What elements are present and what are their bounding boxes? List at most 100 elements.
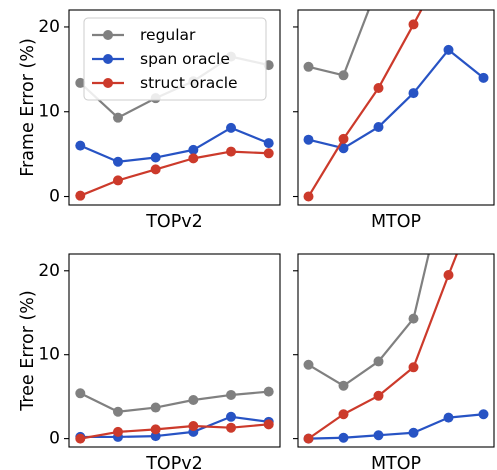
series-line-regular bbox=[79, 390, 270, 413]
data-point-span-oracle-1 bbox=[75, 140, 86, 151]
series-line-struct-oracle bbox=[307, 10, 423, 198]
legend: regular span oracle struct oracle bbox=[83, 17, 267, 101]
series-line-struct-oracle bbox=[79, 150, 270, 197]
y-axis-title-row-1: Frame Error (%) bbox=[18, 38, 38, 177]
data-point-regular-1 bbox=[303, 359, 314, 370]
data-point-struct-oracle-1 bbox=[303, 433, 314, 444]
data-point-regular-1 bbox=[303, 61, 314, 72]
data-point-struct-oracle-1 bbox=[75, 433, 86, 444]
data-point-regular-3 bbox=[150, 402, 161, 413]
data-point-struct-oracle-2 bbox=[112, 175, 123, 186]
data-point-struct-oracle-6 bbox=[263, 419, 274, 430]
data-point-span-oracle-2 bbox=[112, 156, 123, 167]
axes-frame bbox=[68, 9, 281, 206]
legend-marker-span-oracle bbox=[103, 54, 113, 64]
data-point-struct-oracle-4 bbox=[188, 153, 199, 164]
legend-label-struct-oracle: struct oracle bbox=[140, 74, 238, 92]
data-point-struct-oracle-5 bbox=[226, 422, 237, 433]
data-point-struct-oracle-4 bbox=[408, 19, 419, 30]
legend-label-regular: regular bbox=[140, 26, 196, 44]
x-axis-title-mtop: MTOP bbox=[371, 212, 421, 232]
y-tick-label-0: 0 bbox=[49, 187, 60, 207]
series-line-regular bbox=[307, 254, 430, 387]
x-axis-title-topv2: TOPv2 bbox=[145, 212, 203, 232]
data-point-span-oracle-4 bbox=[408, 88, 419, 99]
series-line-span-oracle bbox=[307, 413, 485, 440]
data-point-span-oracle-2 bbox=[338, 143, 349, 154]
legend-marker-regular bbox=[103, 30, 113, 40]
data-point-regular-2 bbox=[112, 406, 123, 417]
data-point-struct-oracle-4 bbox=[408, 362, 419, 373]
panel-frame-error-mtop: MTOP bbox=[293, 9, 495, 232]
data-point-regular-1 bbox=[75, 388, 86, 399]
data-point-regular-3 bbox=[373, 356, 384, 367]
axes-frame bbox=[68, 253, 281, 448]
data-point-span-oracle-5 bbox=[443, 44, 454, 55]
data-point-span-oracle-5 bbox=[226, 411, 237, 422]
series-line-regular bbox=[307, 10, 370, 77]
data-point-regular-2 bbox=[338, 380, 349, 391]
data-point-struct-oracle-2 bbox=[338, 409, 349, 420]
panel-tree-error-mtop: MTOP bbox=[293, 132, 495, 470]
data-point-regular-5 bbox=[226, 389, 237, 400]
series-line-struct-oracle bbox=[79, 423, 270, 440]
data-point-struct-oracle-1 bbox=[75, 190, 86, 201]
y-axis-title-row-2: Tree Error (%) bbox=[18, 290, 38, 412]
data-point-struct-oracle-2 bbox=[112, 426, 123, 437]
legend-entry-span-oracle: span oracle bbox=[92, 50, 230, 68]
series-line-span-oracle bbox=[307, 48, 485, 150]
axes-frame bbox=[297, 9, 495, 206]
y-tick-label-10: 10 bbox=[38, 345, 60, 365]
data-point-struct-oracle-1 bbox=[303, 191, 314, 202]
legend-marker-struct-oracle bbox=[103, 78, 113, 88]
x-axis-title-topv2: TOPv2 bbox=[145, 454, 203, 470]
data-point-regular-2 bbox=[112, 112, 123, 123]
plot-area bbox=[303, 132, 489, 444]
legend-box bbox=[83, 17, 267, 101]
data-point-span-oracle-6 bbox=[478, 72, 489, 83]
data-point-span-oracle-6 bbox=[478, 409, 489, 420]
data-point-span-oracle-4 bbox=[188, 144, 199, 155]
series-line-span-oracle bbox=[79, 415, 270, 439]
data-point-span-oracle-2 bbox=[338, 432, 349, 443]
data-point-struct-oracle-4 bbox=[188, 421, 199, 432]
data-point-span-oracle-4 bbox=[408, 427, 419, 438]
y-tick-label-10: 10 bbox=[38, 102, 60, 122]
axes-frame bbox=[297, 253, 495, 448]
y-tick-label-20: 20 bbox=[38, 261, 60, 281]
legend-label-span-oracle: span oracle bbox=[140, 50, 230, 68]
data-point-span-oracle-3 bbox=[373, 122, 384, 132]
series-line-span-oracle bbox=[79, 126, 270, 163]
data-point-struct-oracle-3 bbox=[150, 164, 161, 175]
data-point-span-oracle-3 bbox=[150, 152, 161, 163]
data-point-regular-5 bbox=[444, 165, 454, 175]
data-point-struct-oracle-2 bbox=[338, 133, 349, 144]
y-tick-label-20: 20 bbox=[38, 17, 60, 37]
x-axis-title-mtop: MTOP bbox=[371, 454, 421, 470]
data-point-regular-6 bbox=[263, 386, 274, 397]
data-point-span-oracle-3 bbox=[373, 430, 384, 441]
data-point-struct-oracle-3 bbox=[373, 390, 384, 401]
data-point-regular-4 bbox=[408, 313, 419, 324]
data-point-struct-oracle-3 bbox=[150, 424, 161, 435]
data-point-struct-oracle-5 bbox=[443, 269, 454, 280]
y-tick-label-0: 0 bbox=[49, 429, 60, 449]
legend-entry-regular: regular bbox=[92, 26, 196, 44]
plot-area bbox=[303, 10, 489, 202]
data-point-span-oracle-5 bbox=[226, 122, 237, 133]
data-point-span-oracle-1 bbox=[303, 134, 314, 145]
data-point-struct-oracle-6 bbox=[479, 182, 489, 192]
data-point-struct-oracle-3 bbox=[373, 83, 384, 93]
panel-tree-error-topv2: 0 10 20 TOPv2 bbox=[38, 253, 281, 470]
data-point-regular-6 bbox=[479, 132, 489, 142]
data-point-span-oracle-6 bbox=[263, 138, 274, 149]
legend-entry-struct-oracle: struct oracle bbox=[92, 74, 238, 92]
data-point-struct-oracle-5 bbox=[226, 146, 237, 157]
data-point-span-oracle-5 bbox=[443, 412, 454, 423]
series-line-struct-oracle bbox=[307, 254, 459, 440]
data-point-regular-4 bbox=[188, 395, 199, 406]
data-point-regular-2 bbox=[338, 70, 349, 81]
data-point-struct-oracle-6 bbox=[263, 148, 274, 159]
plot-area bbox=[75, 386, 274, 444]
